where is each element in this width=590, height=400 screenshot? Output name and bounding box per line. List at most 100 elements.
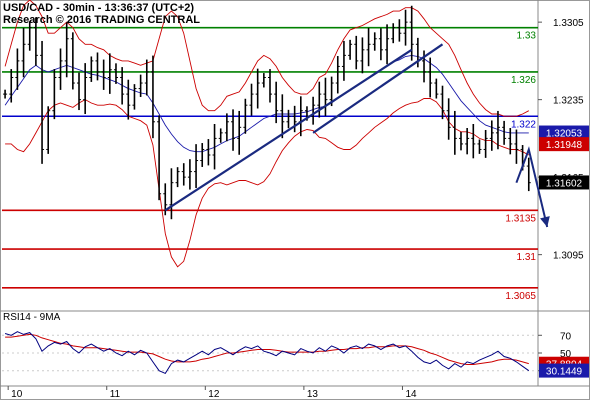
price-bar [169, 168, 174, 220]
price-bar [483, 129, 488, 158]
time-axis: 10 11 12 13 14 [7, 386, 417, 400]
level-label: 1.3065 [505, 291, 536, 302]
price-bar [101, 59, 106, 90]
price-bar [52, 69, 57, 120]
price-bar [403, 9, 408, 46]
price-bar [95, 52, 100, 81]
price-bar [335, 56, 340, 94]
price-bar [286, 109, 291, 129]
price-value-box [539, 137, 589, 152]
price-bar [33, 17, 38, 66]
price-bar [274, 81, 279, 124]
price-bar [502, 120, 507, 145]
price-bar [231, 109, 236, 151]
price-bar [212, 124, 217, 170]
bollinger-lower-line [5, 98, 530, 268]
price-bar [9, 69, 14, 103]
time-tick-label: 11 [110, 389, 121, 400]
moving-average-line [4, 54, 529, 153]
rsi-tick-label: 70 [560, 331, 572, 342]
price-bar [261, 73, 266, 88]
price-bar [440, 85, 445, 120]
price-bar [458, 131, 463, 151]
time-tick-label: 14 [405, 389, 417, 400]
price-bar [27, 21, 32, 51]
price-bar [181, 163, 186, 186]
price-bar [452, 110, 457, 155]
price-bar [113, 63, 118, 84]
forecast-arrow-line [515, 146, 549, 228]
price-bar [206, 139, 211, 166]
chart-title: USD/CAD - 30min - 13:36:37 (UTC+2) [3, 2, 195, 14]
price-bar [144, 59, 149, 96]
horizontal-levels: 1.33 1.326 1.322 1.3135 1.31 1.3065 [2, 26, 538, 302]
trendline [312, 43, 444, 134]
price-bar [471, 124, 476, 159]
price-bar [268, 69, 272, 103]
price-bar [89, 56, 94, 82]
price-bar [341, 40, 346, 81]
rsi-line [4, 331, 530, 375]
level-label: 1.3135 [505, 213, 536, 224]
price-bar [280, 94, 285, 139]
price-value-box [539, 125, 589, 140]
rsi-ma-line [5, 333, 529, 365]
price-bar [194, 144, 199, 188]
price-bar [317, 81, 322, 118]
price-tick-label: 1.3095 [553, 251, 584, 262]
price-bar [138, 74, 143, 97]
price-bar [508, 127, 513, 155]
price-tick-label: 1.3305 [553, 18, 584, 29]
level-label: 1.33 [517, 31, 537, 42]
time-tick-label: 12 [208, 389, 220, 400]
level-label: 1.326 [511, 75, 536, 86]
time-tick-label: 10 [11, 389, 23, 400]
chart-source: Research © 2016 TRADING CENTRAL [3, 14, 200, 26]
price-bar [157, 115, 162, 201]
price-bar [409, 5, 414, 61]
rsi-tick-label: 50 [560, 349, 572, 360]
price-value-label: 1.31602 [546, 178, 583, 189]
price-bar [360, 37, 365, 74]
price-bar [224, 113, 229, 142]
price-bar [243, 98, 248, 134]
price-bar [378, 28, 383, 61]
price-bar [372, 32, 377, 51]
price-bar [64, 22, 69, 78]
price-bar [477, 139, 482, 154]
price-bar [58, 48, 63, 90]
price-bar [348, 39, 353, 60]
time-tick-label: 13 [307, 389, 319, 400]
price-bar [465, 127, 470, 155]
price-bar [150, 55, 155, 139]
price-value-box [539, 175, 589, 190]
price-bar [200, 143, 205, 167]
price-bar [15, 48, 20, 90]
price-bar [249, 83, 254, 116]
price-tick-label: 1.3235 [553, 96, 584, 107]
price-bar [385, 24, 390, 65]
price-bar [107, 53, 112, 94]
price-bar [21, 27, 26, 78]
price-bar [489, 120, 494, 151]
price-bar [292, 105, 297, 133]
rsi-panel-label: RSI14 - 9MA [3, 312, 61, 323]
price-bar [46, 106, 51, 154]
price-bar [70, 32, 75, 90]
rsi-value-box [539, 363, 589, 378]
price-bar [495, 110, 500, 150]
price-bar [3, 89, 8, 99]
price-bar [434, 78, 439, 99]
price-bar [354, 35, 359, 70]
price-bar [175, 167, 180, 188]
price-bar [77, 72, 82, 111]
price-bar [255, 68, 260, 109]
price-bar [311, 96, 316, 125]
forecast-arrow-head [540, 216, 550, 227]
price-bar [40, 40, 45, 164]
price-bar [391, 23, 396, 44]
level-label: 1.31 [517, 252, 537, 263]
price-bar [366, 27, 371, 67]
rsi-value-label: 30.1449 [546, 367, 583, 378]
